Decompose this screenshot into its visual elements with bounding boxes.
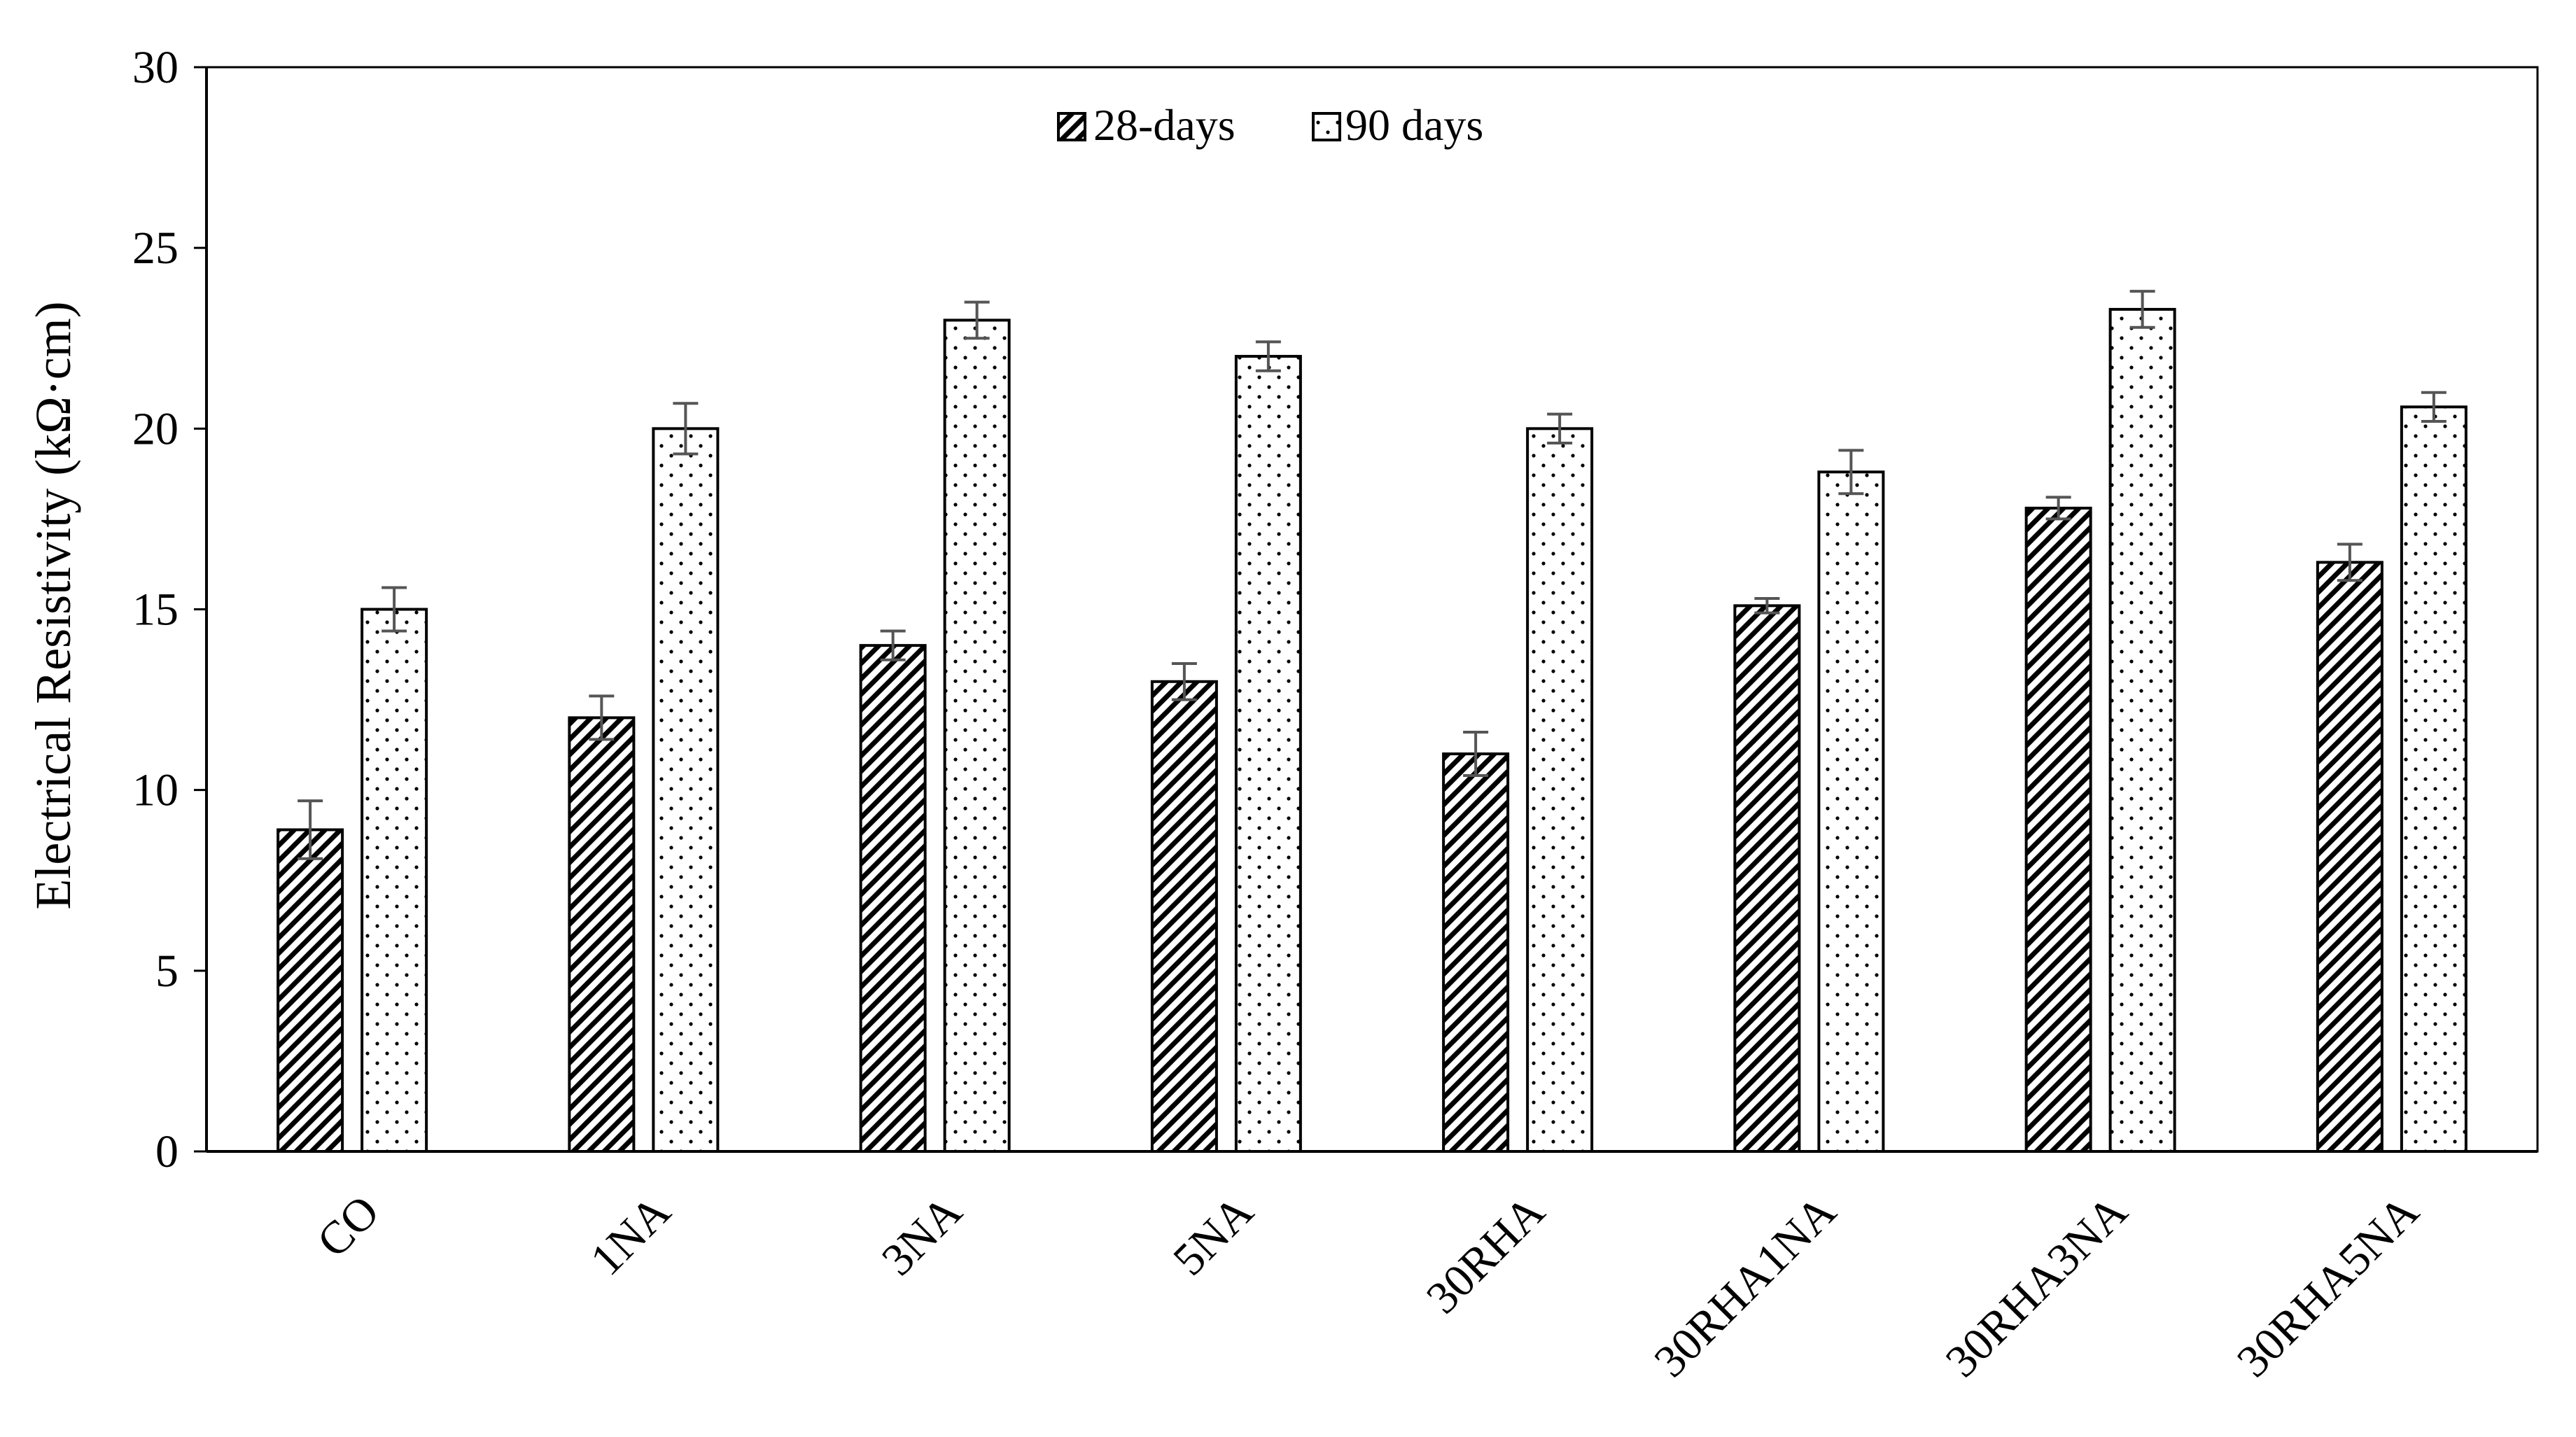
bar-90-days-30RHA1NA [1817, 470, 1885, 1153]
x-tick-label: 30RHA3NA [1936, 1186, 2138, 1387]
y-tick-label: 30 [132, 42, 178, 93]
bar-90-days-30RHA5NA [2400, 405, 2468, 1153]
bar-28-days-5NA [1150, 680, 1218, 1153]
bar-90-days-CO [360, 608, 428, 1153]
x-tick-label: 30RHA [1417, 1186, 1555, 1324]
x-tick-label: 1NA [581, 1186, 681, 1286]
bar-90-days-1NA [652, 427, 720, 1153]
y-tick-label: 20 [132, 403, 178, 454]
y-axis-title: Electrical Resistivity (kΩ·cm) [25, 301, 81, 909]
y-tick-label: 0 [155, 1126, 178, 1177]
bar-28-days-30RHA1NA [1733, 604, 1801, 1153]
y-tick-label: 15 [132, 584, 178, 636]
bar-28-days-CO [276, 828, 344, 1154]
x-tick-label: 30RHA5NA [2227, 1186, 2429, 1387]
x-tick-label: 30RHA1NA [1644, 1186, 1846, 1387]
x-tick-label: 5NA [1163, 1186, 1264, 1286]
plot-area [205, 66, 2539, 1153]
y-tick-label: 5 [155, 946, 178, 997]
legend-label-28-days: 28-days [1093, 100, 1236, 150]
bar-90-days-5NA [1234, 355, 1302, 1154]
legend-swatch-90-days [1312, 112, 1341, 141]
y-tick-label: 25 [132, 223, 178, 274]
bar-28-days-30RHA3NA [2024, 506, 2092, 1153]
y-axis: 0 5 10 15 20 25 30 [132, 42, 206, 1177]
x-axis-labels: CO 1NA 3NA 5NA 30RHA 30RHA1NA 30RHA3NA 30RHA5NA [307, 1186, 2428, 1387]
bars-group [276, 307, 2468, 1154]
bar-90-days-3NA [943, 318, 1011, 1153]
bar-28-days-3NA [859, 644, 927, 1153]
plot-border [205, 66, 2539, 1153]
legend-label-90-days: 90 days [1345, 100, 1483, 150]
bar-28-days-30RHA5NA [2316, 561, 2384, 1153]
bar-90-days-30RHA [1526, 427, 1594, 1153]
legend-swatch-28-days [1057, 112, 1086, 141]
x-tick-label: 3NA [872, 1186, 972, 1286]
error-bars-group [298, 290, 2446, 860]
y-tick-label: 10 [132, 765, 178, 816]
bar-28-days-1NA [568, 716, 636, 1153]
bar-28-days-30RHA [1442, 752, 1510, 1153]
x-tick-label: CO [307, 1186, 388, 1267]
bar-90-days-30RHA3NA [2108, 307, 2176, 1153]
legend: 28-days 90 days [1057, 100, 1483, 150]
